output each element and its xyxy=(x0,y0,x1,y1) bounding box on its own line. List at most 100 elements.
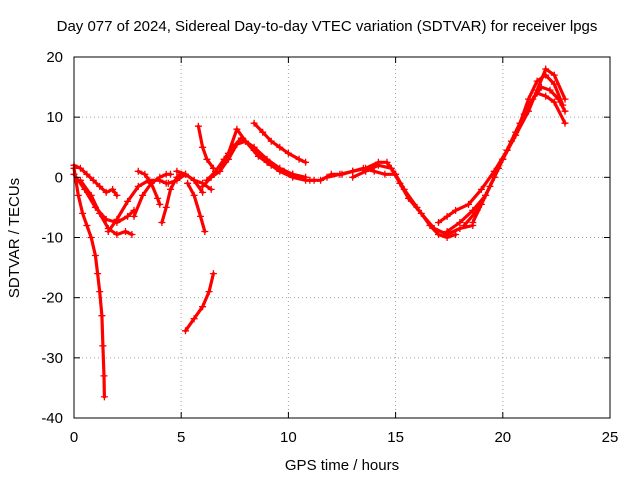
data-point xyxy=(156,173,164,181)
data-point xyxy=(216,164,224,172)
data-point xyxy=(141,170,149,178)
data-point xyxy=(550,98,558,106)
y-tick-labels: -40 -30 -20 -10 0 10 20 xyxy=(41,49,63,427)
data-point xyxy=(477,185,485,193)
data-point xyxy=(102,188,110,196)
data-point xyxy=(197,212,204,220)
data-point xyxy=(349,167,357,175)
data-point xyxy=(542,65,550,73)
data-point xyxy=(323,173,331,181)
data-point xyxy=(98,312,106,320)
data-point xyxy=(250,146,258,154)
x-tick-label: 20 xyxy=(494,429,511,446)
data-point xyxy=(182,170,189,178)
data-point xyxy=(362,167,370,175)
data-point xyxy=(387,164,395,172)
data-point xyxy=(529,95,537,103)
series-line xyxy=(218,127,316,182)
data-point xyxy=(209,270,217,278)
data-point xyxy=(435,219,442,226)
data-point xyxy=(520,110,528,118)
data-point xyxy=(199,188,207,196)
series-arc-12 xyxy=(182,270,217,335)
data-point xyxy=(555,95,562,103)
data-point xyxy=(267,137,275,145)
data-point xyxy=(259,128,267,136)
x-tick-label: 5 xyxy=(177,429,185,446)
y-tick-label: 0 xyxy=(55,169,63,186)
series-line xyxy=(471,85,567,225)
data-point xyxy=(495,164,502,172)
series-line xyxy=(183,272,215,333)
data-point xyxy=(374,161,382,169)
series-line xyxy=(186,181,207,234)
series-arc-21 xyxy=(435,71,567,226)
series-arc-4 xyxy=(76,176,136,238)
data-point xyxy=(469,219,477,226)
series-arc-11 xyxy=(184,179,209,235)
data-point xyxy=(113,191,121,199)
chart-title: Day 077 of 2024, Sidereal Day-to-day VTE… xyxy=(57,18,598,35)
data-point xyxy=(443,212,451,220)
data-point xyxy=(173,176,181,184)
data-point xyxy=(396,179,404,187)
data-point xyxy=(430,225,438,232)
data-point xyxy=(233,125,241,133)
data-point xyxy=(503,146,511,154)
data-point xyxy=(184,179,192,187)
data-point xyxy=(76,176,84,184)
data-point xyxy=(128,231,136,238)
data-point xyxy=(224,149,232,157)
data-point xyxy=(512,128,520,136)
series-arc-7 xyxy=(134,167,164,208)
data-point xyxy=(190,315,198,323)
data-point xyxy=(96,182,104,190)
y-axis-label: SDTVAR / TECUs xyxy=(6,178,23,298)
data-point xyxy=(134,182,142,190)
data-point xyxy=(317,176,325,184)
data-point xyxy=(74,191,82,199)
data-point xyxy=(306,176,314,184)
series-arc-13 xyxy=(194,122,217,172)
series-arc-20 xyxy=(349,161,477,238)
x-tick-labels: 0 5 10 15 20 25 xyxy=(70,429,619,446)
data-point xyxy=(79,209,87,217)
data-point xyxy=(336,170,344,178)
series-line xyxy=(72,166,107,399)
data-point xyxy=(162,203,170,211)
data-point xyxy=(295,155,303,163)
data-point xyxy=(199,303,207,311)
series-arc-16 xyxy=(216,125,318,184)
y-tick-label: -10 xyxy=(41,230,63,247)
data-point xyxy=(477,200,485,208)
axis-ticks xyxy=(73,56,611,419)
data-point xyxy=(276,143,284,151)
data-point xyxy=(199,143,207,151)
data-point xyxy=(113,215,121,223)
data-point xyxy=(167,170,174,178)
data-point xyxy=(122,228,129,235)
data-point xyxy=(96,288,104,296)
data-point xyxy=(124,212,132,220)
data-point xyxy=(130,212,138,220)
data-point xyxy=(156,200,164,208)
data-point xyxy=(158,219,166,226)
x-tick-label: 0 xyxy=(70,429,78,446)
data-point xyxy=(91,252,99,259)
data-point xyxy=(212,167,219,175)
data-point xyxy=(100,372,108,380)
data-point xyxy=(109,185,117,193)
y-tick-label: -30 xyxy=(41,350,63,367)
data-point xyxy=(76,164,84,172)
data-point xyxy=(100,393,108,401)
data-point xyxy=(182,327,189,335)
data-point xyxy=(154,194,162,202)
data-point xyxy=(83,170,91,178)
data-point xyxy=(456,219,464,226)
data-point xyxy=(99,342,107,350)
series-arc-24 xyxy=(469,83,569,226)
y-tick-label: -20 xyxy=(41,290,63,307)
data-point xyxy=(199,182,207,190)
data-point xyxy=(417,209,425,217)
data-point xyxy=(89,176,97,184)
